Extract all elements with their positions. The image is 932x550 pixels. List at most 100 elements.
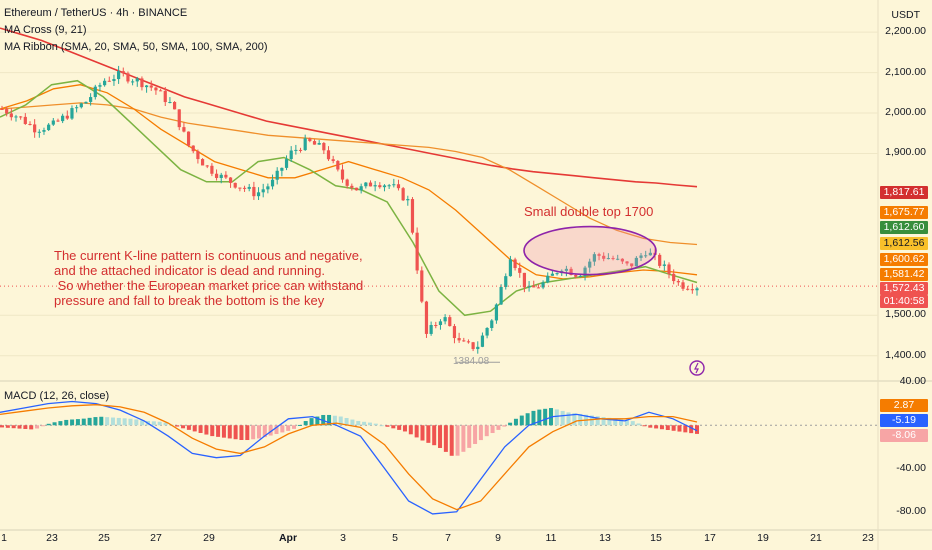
time-tick-label: 23 bbox=[46, 532, 58, 544]
macd-bar bbox=[52, 422, 57, 426]
macd-bar bbox=[367, 422, 372, 426]
macd-badge: -8.06 bbox=[880, 429, 928, 442]
macd-bar bbox=[467, 425, 472, 448]
macd-bar bbox=[140, 420, 145, 426]
macd-bar bbox=[309, 418, 314, 426]
macd-bar bbox=[601, 417, 606, 426]
candle-body bbox=[681, 282, 685, 289]
symbol-title: Ethereum / TetherUS · 4h · BINANCE bbox=[4, 7, 188, 19]
macd-legend[interactable]: MACD (12, 26, close) bbox=[4, 390, 110, 402]
macd-bar bbox=[595, 416, 600, 426]
macd-bar bbox=[578, 413, 583, 426]
macd-bar bbox=[484, 425, 489, 437]
macd-bar bbox=[397, 425, 402, 430]
candle-body bbox=[583, 267, 587, 276]
candle-body bbox=[196, 151, 200, 160]
macd-tick-label: -40.00 bbox=[896, 461, 926, 474]
candle-body bbox=[452, 326, 457, 339]
candle-body bbox=[308, 138, 312, 142]
macd-bar bbox=[350, 419, 355, 426]
macd-bar bbox=[677, 425, 682, 432]
ma-cross-legend[interactable]: MA Cross (9, 21) bbox=[4, 24, 87, 36]
macd-tick-label: 40.00 bbox=[899, 375, 926, 387]
macd-bar bbox=[519, 415, 524, 426]
candle-body bbox=[56, 120, 60, 122]
macd-bar bbox=[566, 412, 571, 426]
candle-body bbox=[420, 270, 424, 302]
candle-body bbox=[298, 149, 303, 151]
candle-body bbox=[112, 79, 116, 82]
macd-bar bbox=[268, 425, 273, 436]
candle-body bbox=[443, 317, 447, 322]
candle-body bbox=[364, 182, 368, 187]
candle-body bbox=[504, 276, 508, 287]
time-tick-label: 5 bbox=[392, 532, 398, 544]
candle-body bbox=[228, 177, 233, 183]
macd-bar bbox=[432, 425, 437, 446]
candle-body bbox=[317, 143, 321, 145]
macd-bar bbox=[134, 419, 139, 426]
candle-body bbox=[387, 185, 391, 187]
macd-bar bbox=[332, 415, 337, 426]
candle-body bbox=[429, 325, 433, 334]
macd-bar bbox=[256, 425, 261, 439]
analysis-line: The current K-line pattern is continuous… bbox=[54, 248, 363, 263]
candle-body bbox=[79, 103, 83, 108]
macd-bar bbox=[636, 423, 641, 426]
candle-body bbox=[168, 101, 172, 103]
macd-bar bbox=[554, 409, 559, 426]
candle-body bbox=[345, 179, 349, 186]
candle-body bbox=[37, 131, 41, 133]
macd-bar bbox=[116, 417, 121, 426]
candle-body bbox=[177, 109, 181, 128]
candle-body bbox=[186, 131, 191, 146]
macd-bar bbox=[99, 416, 104, 426]
candle-body bbox=[634, 257, 638, 267]
time-tick-label: 17 bbox=[704, 532, 716, 544]
bolt-icon bbox=[694, 362, 699, 374]
macd-bar bbox=[362, 421, 367, 426]
macd-bar bbox=[181, 425, 186, 429]
macd-bar bbox=[303, 421, 308, 426]
macd-bar bbox=[216, 425, 221, 437]
macd-line bbox=[0, 400, 698, 515]
macd-bar bbox=[613, 418, 618, 426]
macd-bar bbox=[344, 417, 349, 426]
macd-bar bbox=[414, 425, 419, 438]
macd-bar bbox=[338, 416, 343, 426]
candle-body bbox=[121, 71, 125, 74]
macd-bar bbox=[654, 425, 659, 429]
candle-body bbox=[326, 150, 331, 160]
candle-body bbox=[331, 159, 335, 162]
macd-bar bbox=[490, 425, 495, 434]
candle-body bbox=[536, 287, 541, 289]
macd-bar bbox=[607, 417, 612, 426]
macd-bar bbox=[251, 425, 256, 440]
candle-body bbox=[630, 263, 634, 267]
candle-body bbox=[695, 288, 699, 291]
candle-body bbox=[378, 185, 382, 188]
candle-body bbox=[14, 116, 18, 118]
macd-bar bbox=[391, 425, 396, 429]
candle-body bbox=[410, 199, 415, 233]
macd-tick-label: -80.00 bbox=[896, 504, 926, 517]
macd-bar bbox=[589, 415, 594, 426]
candle-body bbox=[28, 123, 32, 125]
price-tick-label: 2,000.00 bbox=[885, 106, 926, 119]
ma-ribbon-legend[interactable]: MA Ribbon (SMA, 20, SMA, 50, SMA, 100, S… bbox=[4, 41, 268, 53]
macd-bar bbox=[151, 421, 156, 426]
candle-body bbox=[602, 255, 606, 259]
candle-body bbox=[485, 327, 489, 336]
candle-body bbox=[89, 97, 93, 102]
candle-body bbox=[648, 252, 652, 256]
price-badge: 1,612.56 bbox=[880, 237, 928, 250]
candle-body bbox=[532, 285, 536, 288]
candle-body bbox=[644, 255, 648, 257]
candle-body bbox=[214, 173, 219, 178]
macd-bar bbox=[648, 425, 653, 428]
macd-bar bbox=[461, 425, 466, 452]
currency-label[interactable]: USDT bbox=[891, 9, 920, 21]
macd-bar bbox=[327, 414, 332, 426]
